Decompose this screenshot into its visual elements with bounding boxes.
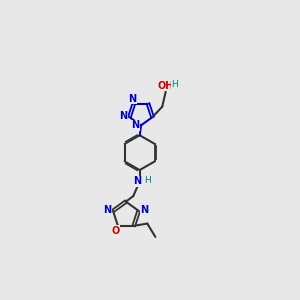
Text: OH: OH — [157, 81, 173, 91]
Text: N: N — [140, 205, 148, 215]
Text: N: N — [103, 205, 111, 215]
Text: N: N — [120, 111, 128, 121]
Text: N: N — [131, 120, 139, 130]
Text: O: O — [112, 226, 120, 236]
Text: H: H — [171, 80, 178, 89]
Text: N: N — [128, 94, 136, 103]
Text: H: H — [144, 176, 151, 185]
Text: N: N — [133, 176, 141, 186]
